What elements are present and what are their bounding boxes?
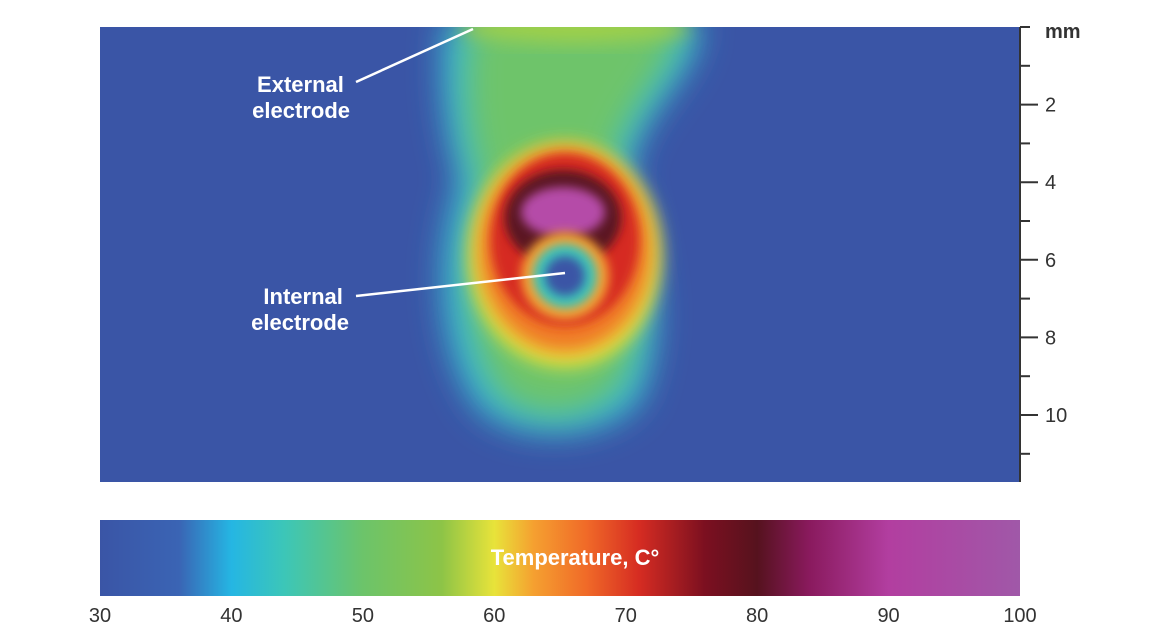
heat-zone-magenta bbox=[521, 187, 605, 237]
colorbar-tick-label: 70 bbox=[615, 605, 637, 626]
y-axis-tick-label: 10 bbox=[1045, 405, 1067, 427]
colorbar-tick-label: 50 bbox=[352, 605, 374, 626]
heat-external-band bbox=[460, 27, 690, 44]
colorbar-tick-label: 80 bbox=[746, 605, 768, 626]
colorbar-gradient bbox=[100, 520, 1020, 596]
y-axis-tick-label: 2 bbox=[1045, 95, 1056, 117]
y-axis-tick-label: 4 bbox=[1045, 172, 1056, 194]
colorbar-tick-label: 100 bbox=[1003, 605, 1036, 626]
heatmap-area bbox=[100, 27, 1020, 482]
electrode-core bbox=[545, 256, 585, 296]
external-electrode-pointer bbox=[355, 27, 474, 84]
colorbar-tick-label: 60 bbox=[483, 605, 505, 626]
colorbar-label: Temperature, C° bbox=[491, 545, 660, 570]
colorbar-tick-label: 30 bbox=[89, 605, 111, 626]
internal-electrode-label: Internal electrode bbox=[251, 284, 349, 335]
colorbar-tick-label: 40 bbox=[220, 605, 242, 626]
y-axis-unit: mm bbox=[1045, 21, 1081, 43]
colorbar-tick-label: 90 bbox=[877, 605, 899, 626]
internal-electrode-pointer bbox=[355, 271, 566, 298]
external-electrode-label: External electrode bbox=[252, 72, 350, 123]
y-axis: mm 2 4 6 8 10 bbox=[1019, 21, 1081, 482]
colorbar: Temperature, C° bbox=[100, 520, 1020, 596]
y-axis-tick-label: 8 bbox=[1045, 327, 1056, 349]
y-axis-tick-label: 6 bbox=[1045, 250, 1056, 272]
annotations: External electrode Internal electrode bbox=[251, 27, 566, 335]
colorbar-ticks: 30 40 50 60 70 80 90 100 bbox=[89, 605, 1037, 626]
